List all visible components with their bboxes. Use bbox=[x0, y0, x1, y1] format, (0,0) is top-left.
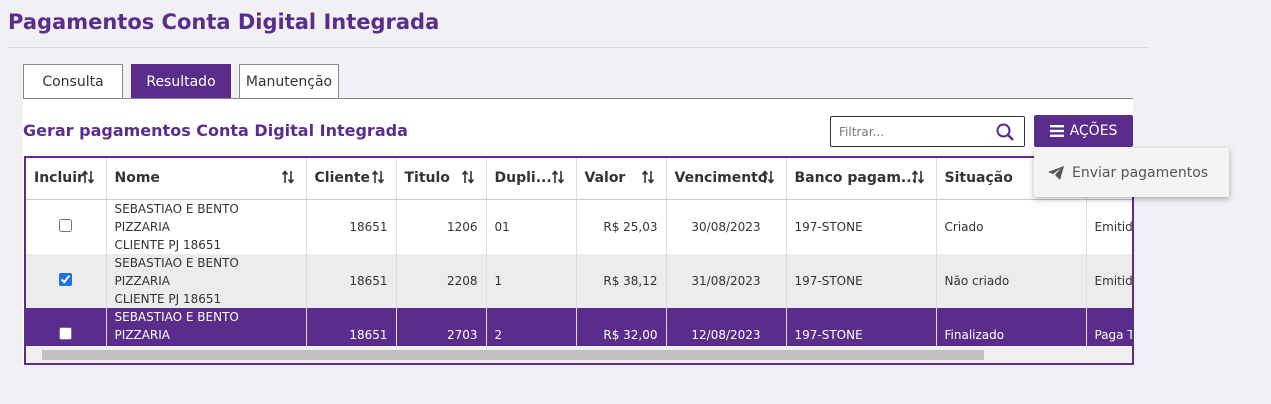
column-header: Vencimento bbox=[666, 158, 787, 200]
column-label: Banco pagam... bbox=[794, 170, 917, 187]
actions-button[interactable]: AÇÕES bbox=[1034, 115, 1133, 147]
page-title: Pagamentos Conta Digital Integrada bbox=[8, 10, 440, 34]
cell: 2208 bbox=[396, 253, 487, 308]
cell: Emitid bbox=[1086, 253, 1132, 308]
table-row[interactable]: SEBASTIAO E BENTO PIZZARIA CLIENTE PJ 186… bbox=[26, 199, 1132, 254]
header-row: Incluir Nome Cliente Titulo Dupli... Valor Ven… bbox=[26, 158, 1132, 200]
sort-icon[interactable] bbox=[761, 170, 774, 184]
data-grid: Incluir Nome Cliente Titulo Dupli... Valor Ven… bbox=[24, 156, 1134, 365]
checkbox[interactable] bbox=[59, 218, 73, 232]
table: Incluir Nome Cliente Titulo Dupli... Valor Ven… bbox=[26, 158, 1132, 363]
tab[interactable]: Manutenção bbox=[239, 64, 339, 99]
column-header: Nome bbox=[106, 158, 307, 200]
name-line: CLIENTE PJ 18651 bbox=[114, 291, 222, 306]
column-header: Titulo bbox=[396, 158, 487, 200]
send-icon bbox=[1048, 165, 1064, 180]
sort-icon[interactable] bbox=[911, 170, 924, 184]
divider bbox=[8, 47, 1148, 48]
tab[interactable]: Consulta bbox=[23, 64, 123, 99]
cell: Não criado bbox=[936, 253, 1087, 308]
sort-icon[interactable] bbox=[641, 170, 654, 184]
table-row[interactable]: SEBASTIAO E BENTO PIZZARIA CLIENTE PJ 186… bbox=[26, 253, 1132, 308]
name-line: CLIENTE PJ 18651 bbox=[114, 237, 222, 252]
menu-item[interactable]: Enviar pagamentos bbox=[1072, 164, 1209, 181]
column-label: Incluir bbox=[34, 170, 84, 187]
tabs: Consulta Resultado Manutenção bbox=[23, 64, 339, 99]
column-label: Cliente bbox=[314, 170, 371, 187]
cell bbox=[26, 199, 107, 254]
actions-menu: Enviar pagamentos bbox=[1034, 148, 1229, 197]
cell: 30/08/2023 bbox=[666, 199, 787, 254]
name-line: SEBASTIAO E BENTO PIZZARIA bbox=[114, 255, 239, 288]
cell: R$ 38,12 bbox=[576, 253, 667, 308]
column-label: Situação bbox=[944, 170, 1013, 187]
cell bbox=[26, 253, 107, 308]
sort-icon[interactable] bbox=[281, 170, 294, 184]
column-header: Cliente bbox=[306, 158, 397, 200]
column-label: Dupli... bbox=[494, 170, 552, 187]
menu-icon bbox=[1049, 125, 1064, 137]
column-header: Valor bbox=[576, 158, 667, 200]
sort-icon[interactable] bbox=[461, 170, 474, 184]
name-line: SEBASTIAO E BENTO PIZZARIA bbox=[114, 201, 239, 234]
cell: SEBASTIAO E BENTO PIZZARIA CLIENTE PJ 186… bbox=[106, 253, 307, 308]
checkbox[interactable] bbox=[59, 272, 73, 286]
tab[interactable]: Resultado bbox=[131, 64, 231, 99]
cell: Criado bbox=[936, 199, 1087, 254]
sort-icon[interactable] bbox=[371, 170, 384, 184]
cell: R$ 25,03 bbox=[576, 199, 667, 254]
sort-icon[interactable] bbox=[81, 170, 94, 184]
cell: 18651 bbox=[306, 199, 397, 254]
cell: 197-STONE bbox=[786, 253, 937, 308]
filter-input[interactable]: Filtrar... bbox=[830, 116, 1025, 147]
cell: 197-STONE bbox=[786, 307, 937, 362]
cell: 31/08/2023 bbox=[666, 253, 787, 308]
column-header: Dupli... bbox=[486, 158, 577, 200]
scroll-thumb[interactable] bbox=[42, 350, 984, 360]
sort-icon[interactable] bbox=[551, 170, 564, 184]
cell: Emitid bbox=[1086, 199, 1132, 254]
search-icon bbox=[996, 123, 1014, 141]
name-line: SEBASTIAO E BENTO PIZZARIA bbox=[114, 309, 239, 342]
column-header: Incluir bbox=[26, 158, 107, 200]
column-header: Banco pagam... bbox=[786, 158, 937, 200]
content-panel: Gerar pagamentos Conta Digital Integrada… bbox=[23, 98, 1134, 365]
column-label: Vencimento bbox=[674, 170, 768, 187]
actions-label: AÇÕES bbox=[1069, 123, 1118, 139]
filter-placeholder: Filtrar... bbox=[839, 125, 884, 139]
cell: SEBASTIAO E BENTO PIZZARIA CLIENTE PJ 186… bbox=[106, 199, 307, 254]
cell: 1 bbox=[486, 253, 577, 308]
cell: 18651 bbox=[306, 253, 397, 308]
cell: 197-STONE bbox=[786, 199, 937, 254]
scrollbar[interactable] bbox=[26, 346, 1132, 363]
section-title: Gerar pagamentos Conta Digital Integrada bbox=[23, 121, 408, 140]
checkbox[interactable] bbox=[59, 326, 73, 340]
column-label: Valor bbox=[584, 170, 626, 187]
cell: 01 bbox=[486, 199, 577, 254]
column-label: Titulo bbox=[404, 170, 450, 187]
column-label: Nome bbox=[114, 170, 160, 187]
cell: 1206 bbox=[396, 199, 487, 254]
